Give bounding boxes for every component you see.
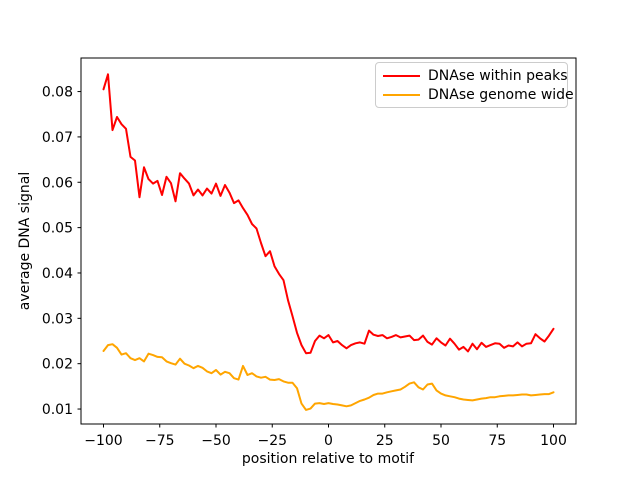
legend-item-dnase-within-peaks: DNAse within peaks <box>383 66 568 85</box>
y-tick-label: 0.08 <box>42 85 73 101</box>
y-tick-label: 0.02 <box>42 357 73 373</box>
y-tick-label: 0.04 <box>42 266 73 282</box>
x-tick-label: 100 <box>540 433 567 449</box>
x-tick-label: −100 <box>84 433 122 449</box>
legend-label-dnase-within-peaks: DNAse within peaks <box>428 67 568 84</box>
axes-frame <box>80 57 577 425</box>
x-tick-label: −50 <box>201 433 231 449</box>
legend: DNAse within peaks DNAse genome wide <box>375 62 574 108</box>
series-line-dnase-genome-wide <box>102 343 555 411</box>
legend-item-dnase-genome-wide: DNAse genome wide <box>383 85 574 104</box>
x-axis-title: position relative to motif <box>241 451 415 467</box>
legend-label-dnase-genome-wide: DNAse genome wide <box>428 86 574 103</box>
series-line-dnase-within-peaks <box>102 73 555 355</box>
x-tick-label: 25 <box>376 433 394 449</box>
legend-line-sample-red <box>383 74 420 77</box>
x-tick-label: −75 <box>145 433 175 449</box>
x-tick-label: 75 <box>488 433 506 449</box>
y-tick-label: 0.05 <box>42 221 73 237</box>
y-axis-title: average DNA signal <box>17 171 33 311</box>
y-tick-label: 0.06 <box>42 175 73 191</box>
x-tick-label: −25 <box>257 433 287 449</box>
x-tick-label: 0 <box>324 433 333 449</box>
x-tick-label: 50 <box>432 433 450 449</box>
y-tick-label: 0.01 <box>42 402 73 418</box>
legend-line-sample-orange <box>383 93 420 96</box>
y-tick-label: 0.07 <box>42 130 73 146</box>
y-tick-label: 0.03 <box>42 311 73 327</box>
